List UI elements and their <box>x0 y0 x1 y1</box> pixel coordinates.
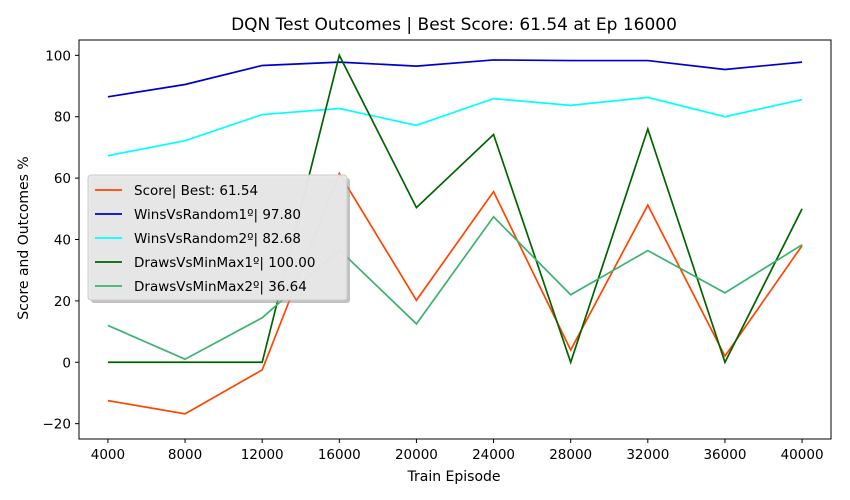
y-tick-label: 60 <box>54 171 71 187</box>
legend-box <box>87 174 348 301</box>
x-tick-label: 28000 <box>549 447 592 463</box>
x-tick-label: 40000 <box>781 447 824 463</box>
x-tick-label: 8000 <box>168 447 202 463</box>
series-line-4 <box>107 52 803 365</box>
x-tick-label: 20000 <box>395 447 438 463</box>
x-tick-label: 16000 <box>318 447 361 463</box>
y-tick-label: 100 <box>45 48 71 64</box>
x-axis-label: Train Episode <box>406 469 500 485</box>
y-tick-label: 80 <box>54 110 71 126</box>
legend-label-2: WinsVsRandom1º| 97.80 <box>134 207 301 223</box>
legend-label-1: Score| Best: 61.54 <box>134 183 258 199</box>
series-line-3 <box>107 96 803 157</box>
y-axis-label: Score and Outcomes % <box>16 156 32 319</box>
legend-label-3: WinsVsRandom2º| 82.68 <box>134 231 301 247</box>
x-tick-label: 12000 <box>241 447 284 463</box>
x-tick-label: 36000 <box>703 447 746 463</box>
series-line-2 <box>107 59 803 98</box>
y-tick-label: 40 <box>54 233 71 249</box>
legend-label-4: DrawsVsMinMax1º| 100.00 <box>134 255 315 271</box>
y-tick-label: −20 <box>43 417 72 433</box>
y-tick-label: 0 <box>62 355 71 371</box>
series-line-5 <box>107 215 803 361</box>
plot-area: 4000 8000 12000 16000 20000 24000 28000 32000 36… <box>43 39 832 463</box>
legend-label-5: DrawsVsMinMax2º| 36.64 <box>134 279 307 295</box>
x-tick-label: 4000 <box>91 447 125 463</box>
x-tick-label: 24000 <box>472 447 515 463</box>
series-line-1 <box>107 171 803 415</box>
chart-title: DQN Test Outcomes | Best Score: 61.54 at… <box>231 15 677 35</box>
x-tick-label: 32000 <box>626 447 669 463</box>
y-tick-label: 20 <box>54 294 71 310</box>
